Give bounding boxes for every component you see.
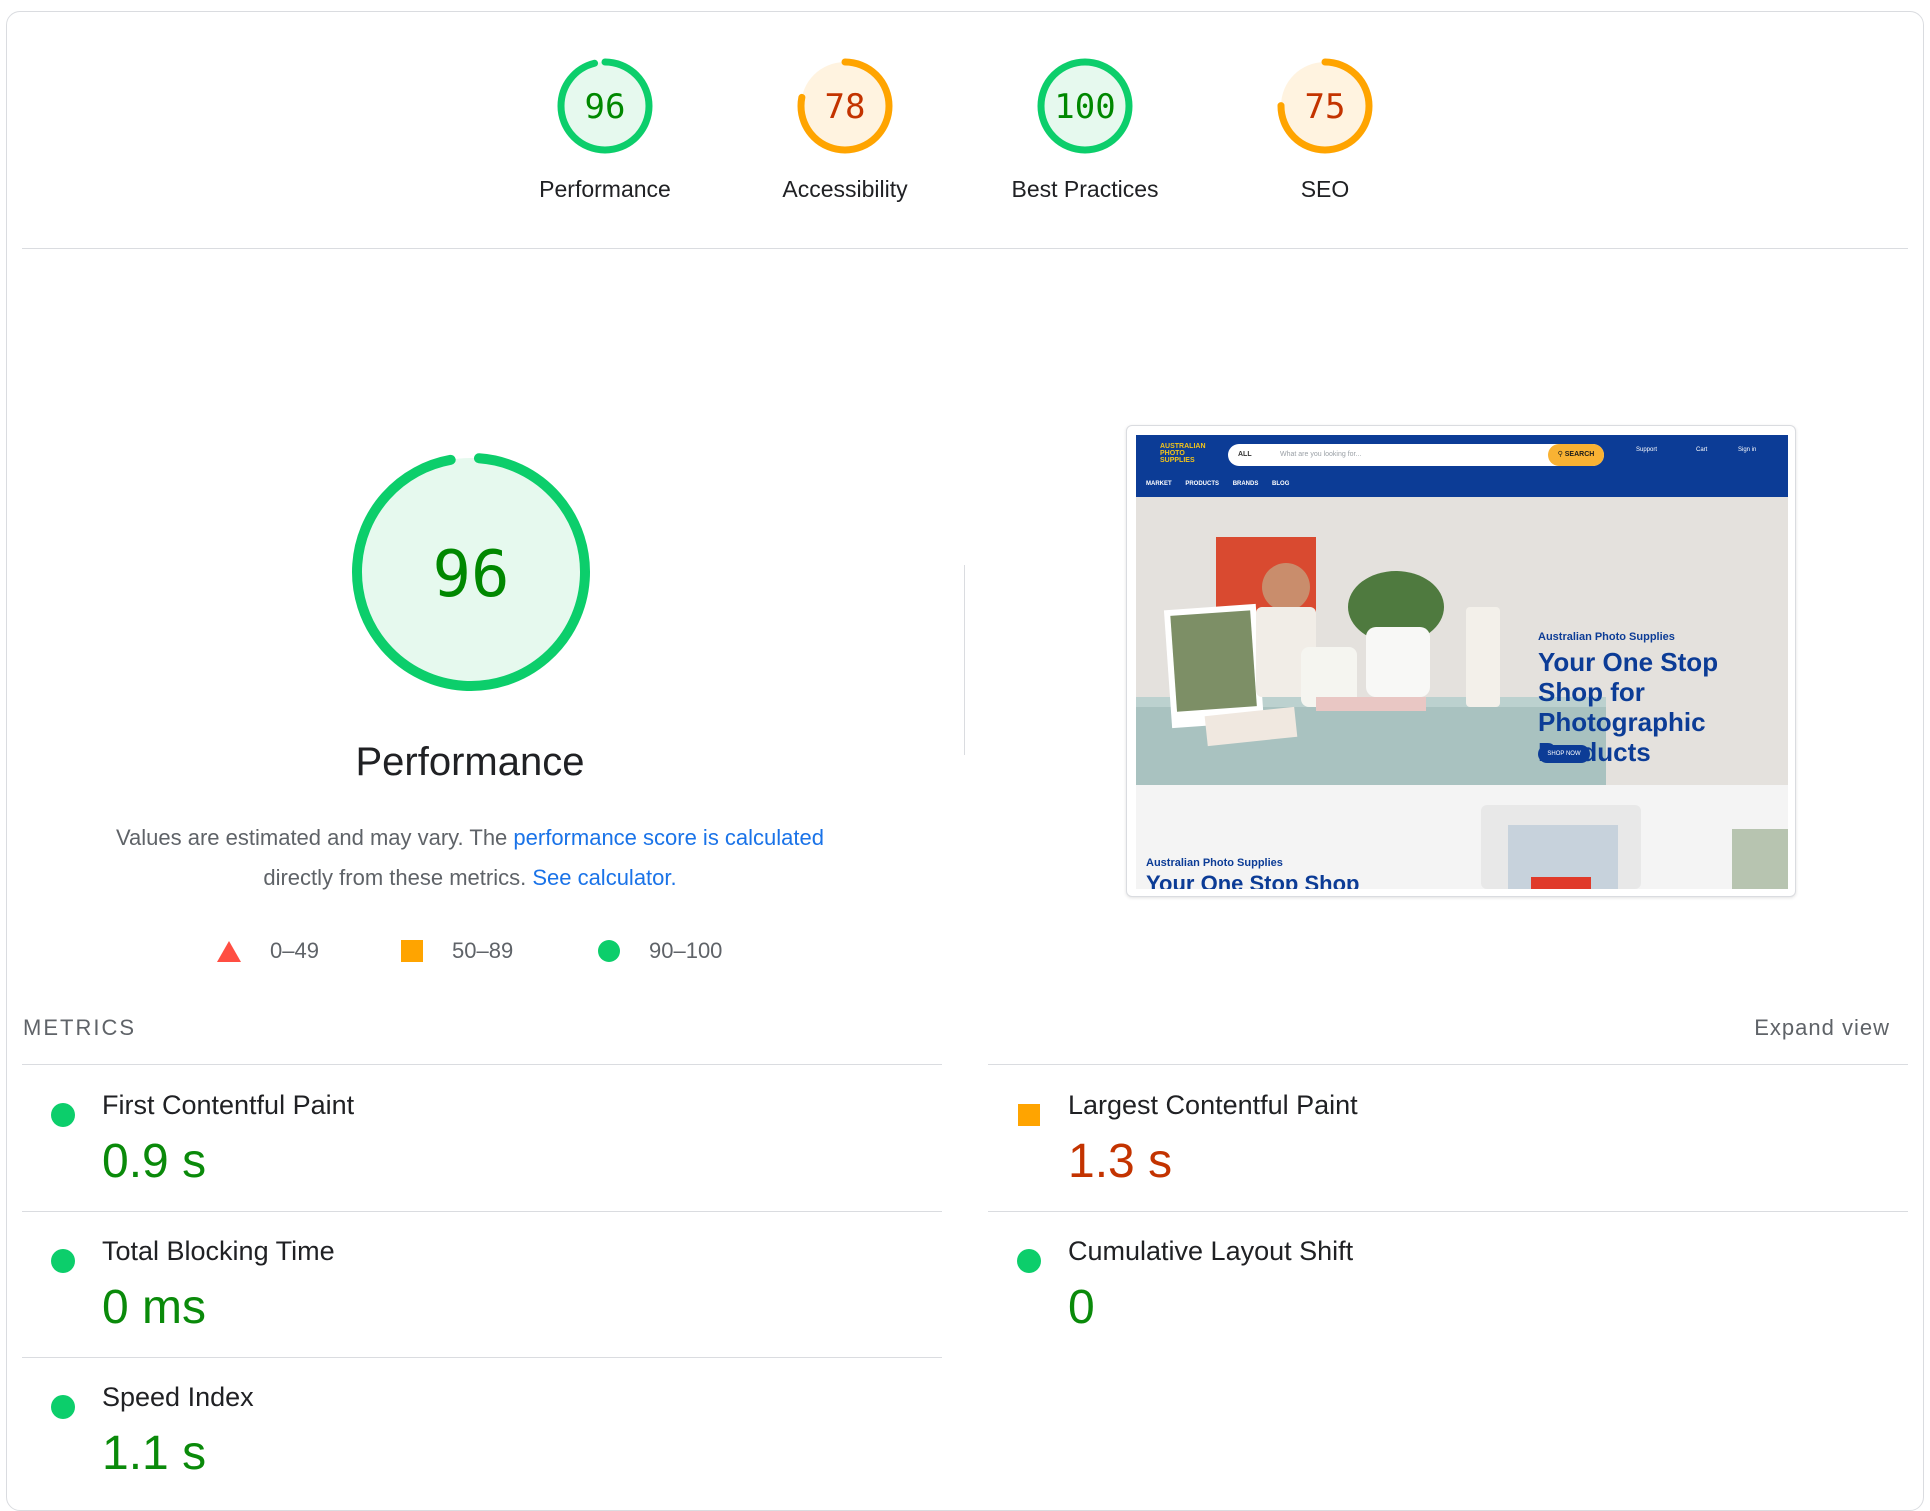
hero-subtitle: Australian Photo Supplies bbox=[1538, 631, 1675, 643]
gauge-performance[interactable]: 96 Performance bbox=[515, 56, 695, 203]
cart-link: Cart bbox=[1696, 447, 1708, 453]
legend-range: 90–100 bbox=[649, 938, 723, 963]
gauge-label: Best Practices bbox=[1011, 176, 1159, 202]
triangle-icon bbox=[217, 941, 241, 962]
square-icon bbox=[401, 940, 423, 962]
screenshot-image: AUSTRALIAN PHOTO SUPPLIES ALL What are y… bbox=[1136, 435, 1788, 889]
final-screenshot[interactable]: AUSTRALIAN PHOTO SUPPLIES ALL What are y… bbox=[1126, 425, 1796, 897]
gauge-label: Performance bbox=[539, 176, 671, 202]
circle-icon bbox=[51, 1395, 75, 1419]
score-gauges: 96 Performance 78 Accessibility 100 Best… bbox=[0, 0, 1930, 250]
gauge-label: Accessibility bbox=[782, 176, 908, 202]
gauge-score: 100 bbox=[1054, 87, 1115, 127]
gauge-ring: 100 bbox=[1037, 58, 1133, 154]
vertical-divider bbox=[964, 565, 965, 755]
gauge-label: SEO bbox=[1300, 176, 1350, 202]
metrics-divider bbox=[988, 1211, 1908, 1212]
metric-value: 0.9 s bbox=[102, 1135, 207, 1188]
support-link: Support bbox=[1636, 447, 1658, 453]
lower-section: Australian Photo Supplies Your One Stop … bbox=[1136, 785, 1788, 889]
metric-value: 0 ms bbox=[102, 1281, 207, 1334]
score-legend: 0–49 50–89 90–100 bbox=[0, 938, 940, 968]
gauge-ring: 96 bbox=[557, 58, 653, 154]
metric-name: Speed Index bbox=[102, 1382, 254, 1412]
metrics-divider bbox=[22, 1064, 942, 1065]
gauge-best-practices[interactable]: 100 Best Practices bbox=[995, 56, 1175, 203]
search-category: ALL bbox=[1238, 451, 1252, 458]
metric-value: 0 bbox=[1068, 1281, 1095, 1334]
performance-description: Values are estimated and may vary. The p… bbox=[40, 818, 900, 898]
menu-item: MARKET bbox=[1146, 481, 1172, 487]
metric-name: First Contentful Paint bbox=[102, 1090, 355, 1120]
gauge-score: 78 bbox=[825, 87, 866, 127]
performance-ring: 96 bbox=[352, 453, 590, 692]
legend-range: 0–49 bbox=[270, 938, 319, 963]
site-logo: AUSTRALIAN PHOTO SUPPLIES bbox=[1160, 443, 1206, 464]
metric-cumulative-layout-shift: Cumulative Layout Shift 0 bbox=[988, 1222, 1888, 1362]
search-button: ⚲ SEARCH bbox=[1548, 444, 1604, 466]
metrics-divider bbox=[22, 1357, 942, 1358]
metric-value: 1.1 s bbox=[102, 1427, 207, 1480]
description-text: directly from these metrics. bbox=[263, 865, 533, 890]
legend-range: 50–89 bbox=[452, 938, 514, 963]
gauge-ring: 78 bbox=[797, 58, 893, 154]
legend-pass: 90–100 bbox=[597, 938, 722, 964]
gauge-score: 96 bbox=[585, 87, 626, 127]
circle-icon bbox=[51, 1249, 75, 1273]
hero-banner: Australian Photo Supplies Your One Stop … bbox=[1136, 497, 1788, 785]
metric-largest-contentful-paint: Largest Contentful Paint 1.3 s bbox=[988, 1076, 1888, 1216]
metric-speed-index: Speed Index 1.1 s bbox=[22, 1368, 922, 1508]
metrics-heading: METRICS bbox=[23, 1015, 136, 1040]
hero-title: Your One Stop Shop for Photographic Prod… bbox=[1538, 647, 1719, 767]
see-calculator-link[interactable]: See calculator. bbox=[532, 865, 677, 890]
menu-item: PRODUCTS bbox=[1185, 481, 1220, 487]
performance-score: 96 bbox=[432, 538, 509, 612]
sign-in-link: Sign in bbox=[1738, 447, 1757, 453]
metric-first-contentful-paint: First Contentful Paint 0.9 s bbox=[22, 1076, 922, 1216]
gauge-ring: 75 bbox=[1277, 58, 1373, 154]
lower-title: Your One Stop Shop bbox=[1146, 871, 1360, 889]
search-placeholder: What are you looking for... bbox=[1280, 451, 1362, 458]
circle-icon bbox=[598, 940, 620, 962]
lower-illustration bbox=[1481, 805, 1788, 889]
square-icon bbox=[1018, 1104, 1040, 1126]
gauge-seo[interactable]: 75 SEO bbox=[1235, 56, 1415, 203]
metrics-divider bbox=[988, 1064, 1908, 1065]
header-divider bbox=[22, 248, 1908, 249]
hero-photo-illustration bbox=[1136, 497, 1788, 785]
menu-item: BRANDS bbox=[1232, 481, 1259, 487]
lower-subtitle: Australian Photo Supplies bbox=[1146, 857, 1283, 869]
metric-name: Largest Contentful Paint bbox=[1068, 1090, 1358, 1120]
circle-icon bbox=[51, 1103, 75, 1127]
gauge-score: 75 bbox=[1305, 87, 1346, 127]
legend-fail: 0–49 bbox=[216, 938, 319, 964]
metric-total-blocking-time: Total Blocking Time 0 ms bbox=[22, 1222, 922, 1362]
description-text: Values are estimated and may vary. The bbox=[115, 825, 514, 850]
site-search-bar: ALL What are you looking for... ⚲ SEARCH bbox=[1228, 444, 1604, 466]
circle-icon bbox=[1017, 1249, 1041, 1273]
performance-gauge: 96 bbox=[349, 450, 593, 699]
metric-value: 1.3 s bbox=[1068, 1135, 1173, 1188]
metric-name: Total Blocking Time bbox=[102, 1236, 335, 1266]
site-header: AUSTRALIAN PHOTO SUPPLIES ALL What are y… bbox=[1136, 435, 1788, 497]
search-button-label: SEARCH bbox=[1564, 451, 1595, 458]
site-menu: MARKET PRODUCTS BRANDS BLOG bbox=[1146, 481, 1301, 487]
expand-view-toggle[interactable]: Expand view bbox=[1754, 1015, 1890, 1040]
legend-average: 50–89 bbox=[400, 938, 513, 964]
score-calculated-link[interactable]: performance score is calculated bbox=[513, 825, 824, 850]
performance-title: Performance bbox=[355, 740, 585, 784]
metrics-divider bbox=[22, 1211, 942, 1212]
gauge-accessibility[interactable]: 78 Accessibility bbox=[755, 56, 935, 203]
menu-item: BLOG bbox=[1272, 481, 1290, 487]
shop-now-button: SHOP NOW bbox=[1538, 745, 1590, 763]
metric-name: Cumulative Layout Shift bbox=[1068, 1236, 1354, 1266]
